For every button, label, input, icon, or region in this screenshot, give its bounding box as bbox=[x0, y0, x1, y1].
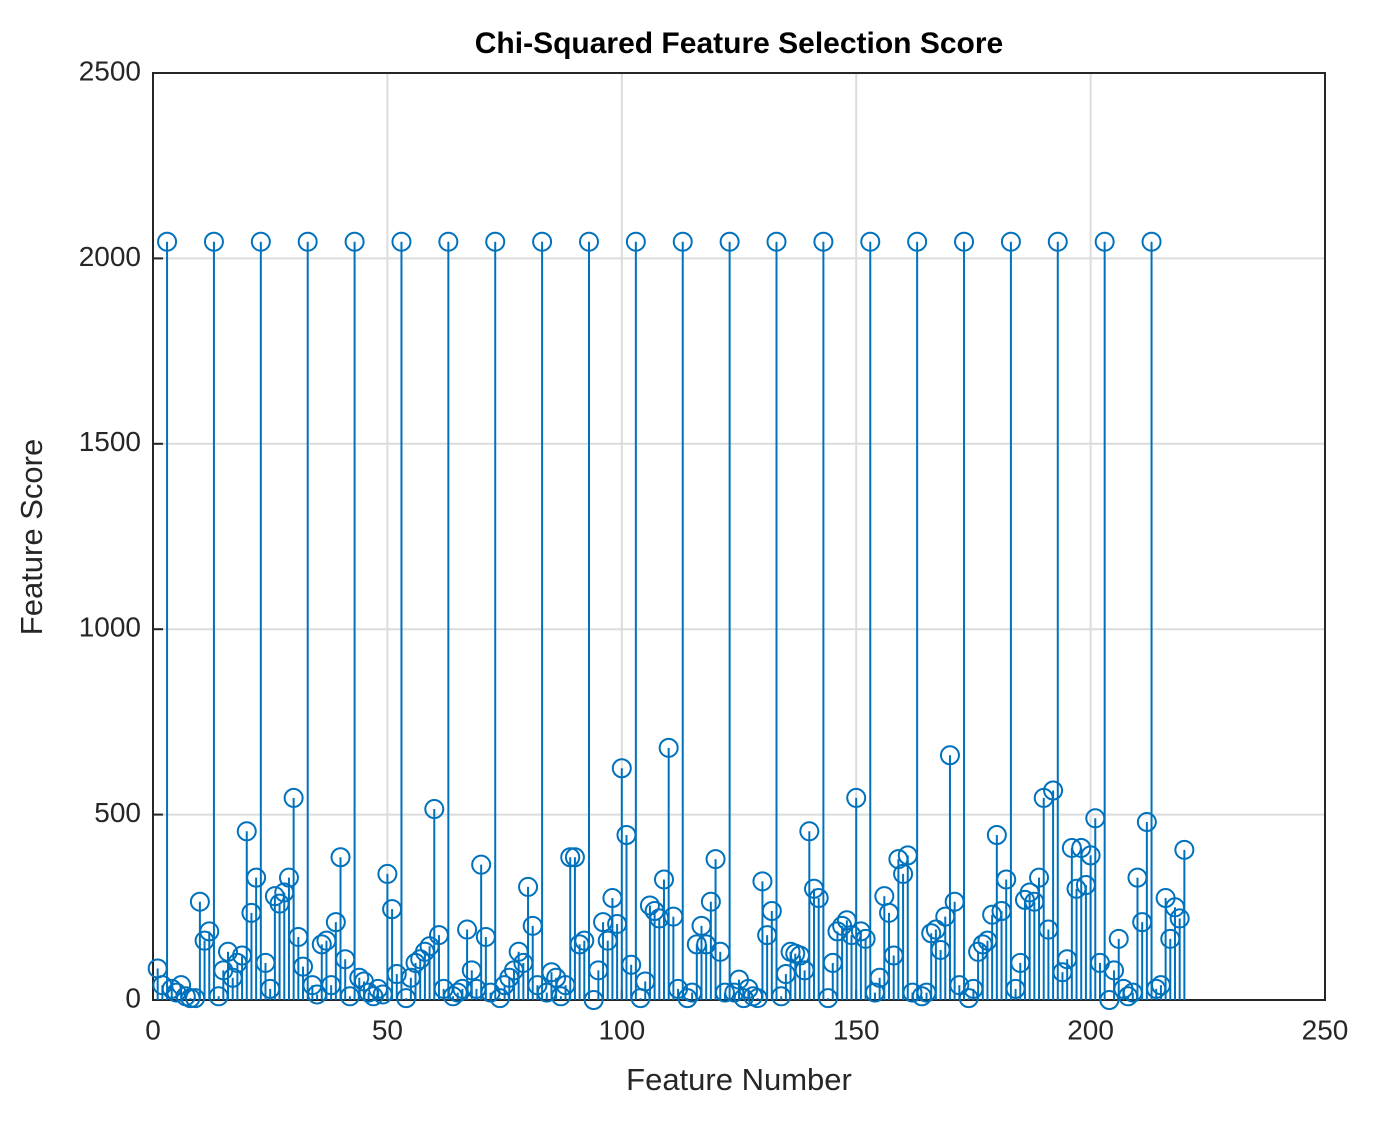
stem-marker bbox=[564, 847, 585, 868]
stem-marker bbox=[752, 871, 773, 892]
stem-marker bbox=[766, 231, 787, 252]
stem-marker bbox=[621, 954, 642, 975]
stem-marker bbox=[199, 921, 220, 942]
stem-marker bbox=[611, 758, 632, 779]
stem-marker bbox=[1108, 928, 1129, 949]
stem-marker bbox=[1080, 845, 1101, 866]
x-tick-label: 200 bbox=[1067, 1014, 1114, 1045]
stem-marker bbox=[855, 928, 876, 949]
stem-marker bbox=[1029, 867, 1050, 888]
stem-marker bbox=[311, 934, 332, 955]
stem-marker bbox=[996, 869, 1017, 890]
stem-marker bbox=[1169, 908, 1190, 929]
stem-marker bbox=[574, 930, 595, 951]
stem-marker bbox=[297, 231, 318, 252]
stem-marker bbox=[705, 849, 726, 870]
stem-marker bbox=[639, 895, 660, 916]
stem-marker bbox=[653, 869, 674, 890]
stem-marker bbox=[485, 231, 506, 252]
stem-marker bbox=[658, 737, 679, 758]
stem-marker bbox=[391, 231, 412, 252]
stem-marker bbox=[939, 745, 960, 766]
stem-marker bbox=[719, 231, 740, 252]
stem-marker bbox=[1174, 839, 1195, 860]
stem-marker bbox=[625, 231, 646, 252]
stem-marker bbox=[171, 975, 192, 996]
stem-marker bbox=[846, 787, 867, 808]
stem-marker bbox=[902, 982, 923, 1003]
stem-marker bbox=[1104, 960, 1125, 981]
y-tick-label: 500 bbox=[94, 797, 141, 828]
stem-marker bbox=[532, 231, 553, 252]
stem-marker bbox=[438, 231, 459, 252]
stem-marker bbox=[518, 876, 539, 897]
stem-marker bbox=[246, 867, 267, 888]
stem-marker bbox=[203, 231, 224, 252]
stem-marker bbox=[386, 964, 407, 985]
stem-marker bbox=[278, 867, 299, 888]
stem-marker bbox=[761, 901, 782, 922]
stem-marker bbox=[813, 231, 834, 252]
stem-marker bbox=[471, 854, 492, 875]
y-axis-label: Feature Score bbox=[14, 439, 49, 635]
x-tick-label: 50 bbox=[372, 1014, 403, 1045]
stem-marker bbox=[560, 847, 581, 868]
stem-marker bbox=[236, 821, 257, 842]
stem-marker bbox=[799, 821, 820, 842]
x-axis-label: Feature Number bbox=[626, 1062, 852, 1097]
stem-marker bbox=[250, 231, 271, 252]
y-tick-label: 1000 bbox=[79, 612, 141, 643]
stem-marker bbox=[325, 912, 346, 933]
stem-marker bbox=[700, 891, 721, 912]
plot-frame bbox=[152, 72, 1326, 1001]
stem-marker bbox=[860, 231, 881, 252]
stem-marker bbox=[578, 231, 599, 252]
stem-marker bbox=[893, 863, 914, 884]
stem-marker bbox=[1094, 231, 1115, 252]
stem-marker bbox=[1141, 231, 1162, 252]
stem-marker bbox=[1136, 812, 1157, 833]
stem-marker bbox=[541, 962, 562, 983]
stem-marker bbox=[672, 231, 693, 252]
stem-marker bbox=[808, 888, 829, 909]
y-tick-label: 1500 bbox=[79, 426, 141, 457]
stem-marker bbox=[1000, 231, 1021, 252]
stem-marker bbox=[344, 231, 365, 252]
x-tick-label: 0 bbox=[145, 1014, 161, 1045]
stem-marker bbox=[377, 863, 398, 884]
stem-marker bbox=[1043, 780, 1064, 801]
chart-title: Chi-Squared Feature Selection Score bbox=[475, 27, 1003, 60]
stem-marker bbox=[283, 787, 304, 808]
stem-marker bbox=[1047, 231, 1068, 252]
stem-marker bbox=[330, 847, 351, 868]
x-tick-label: 150 bbox=[833, 1014, 880, 1045]
stem-marker bbox=[457, 919, 478, 940]
y-tick-label: 2000 bbox=[79, 241, 141, 272]
stem-marker bbox=[189, 891, 210, 912]
stem-marker bbox=[293, 956, 314, 977]
stem-marker bbox=[157, 231, 178, 252]
stem-marker bbox=[349, 967, 370, 988]
stem-marker bbox=[424, 799, 445, 820]
stem-marker bbox=[986, 824, 1007, 845]
y-tick-label: 0 bbox=[125, 982, 141, 1013]
x-tick-label: 100 bbox=[598, 1014, 645, 1045]
stem-marker bbox=[907, 231, 928, 252]
stem-marker bbox=[921, 923, 942, 944]
y-tick-label: 2500 bbox=[79, 55, 141, 86]
stem-marker bbox=[954, 231, 975, 252]
x-tick-label: 250 bbox=[1302, 1014, 1349, 1045]
stem-marker bbox=[949, 975, 970, 996]
